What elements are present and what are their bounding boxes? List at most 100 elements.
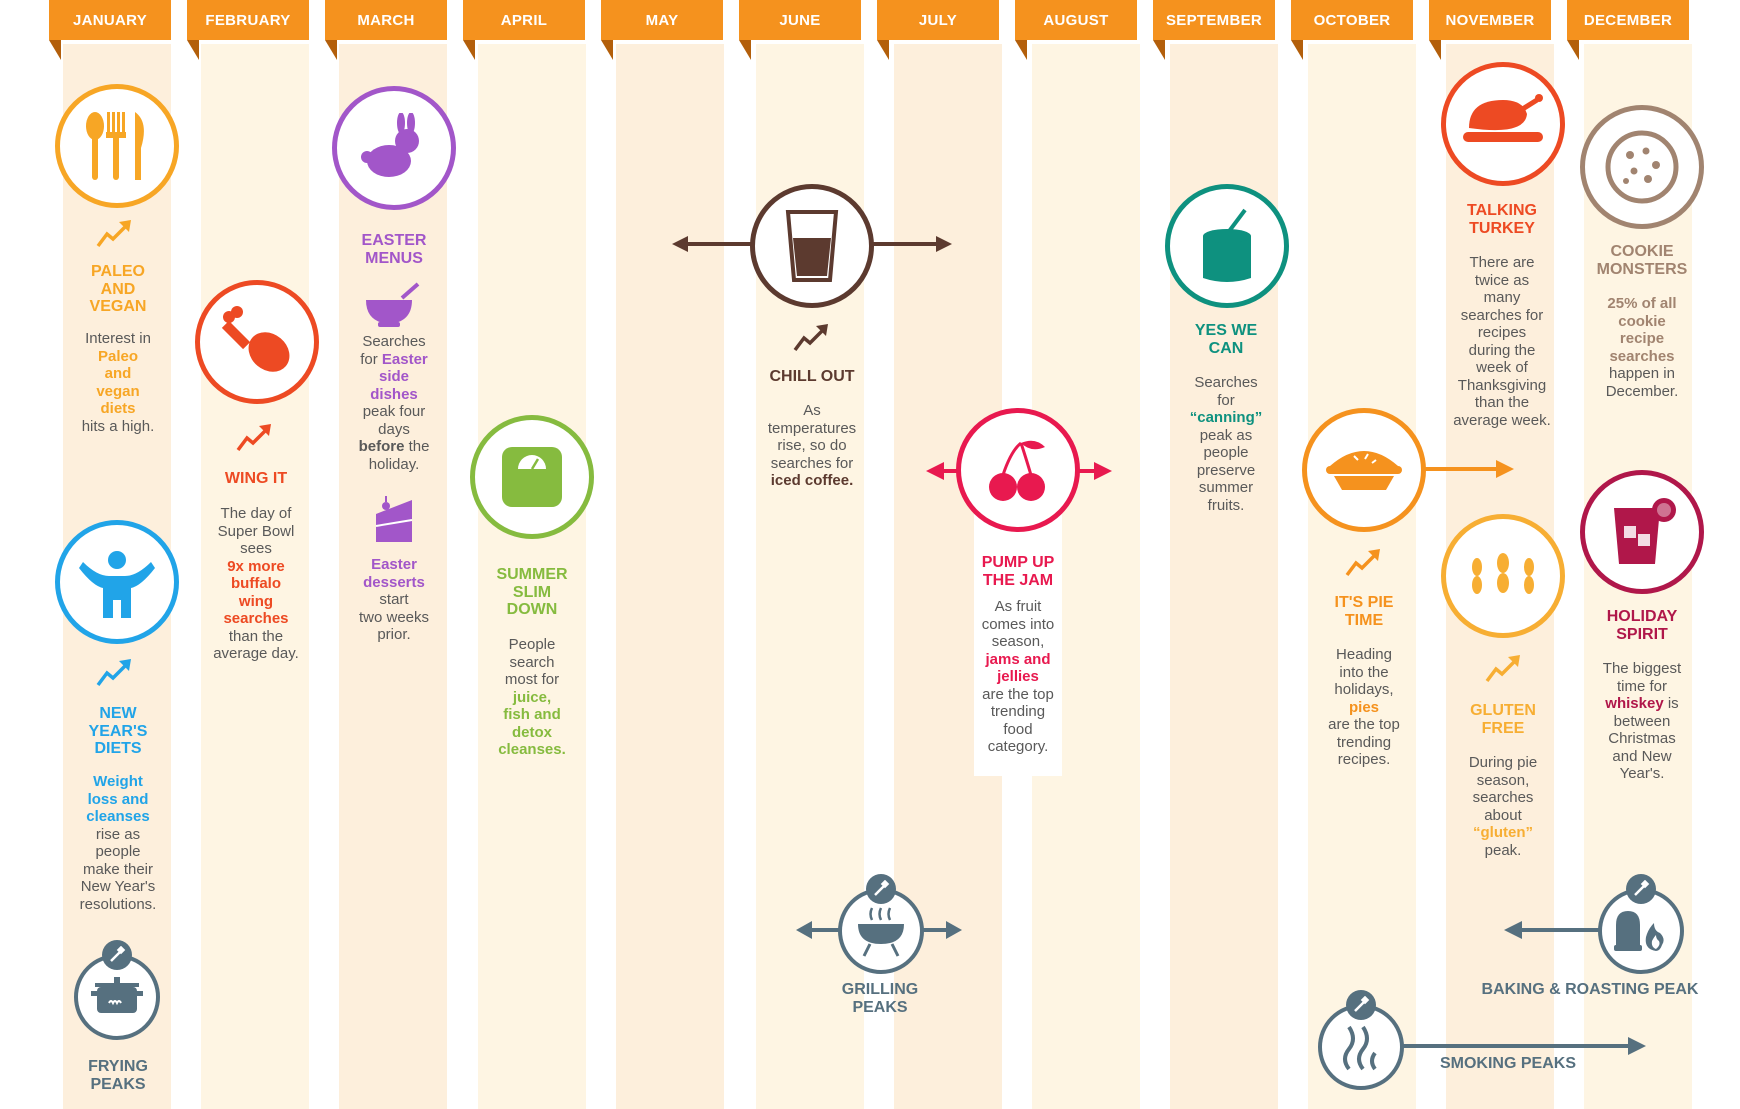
cookie-circle [1580, 105, 1704, 229]
new-year-title: NEW YEAR'S DIETS [88, 705, 148, 757]
holiday-text: The biggest time for whiskey is between Ch… [1602, 660, 1682, 782]
bowl-icon [366, 282, 420, 327]
coffee-circle [750, 184, 874, 308]
paleo-title: PALEO AND VEGAN [89, 263, 147, 315]
turkey-circle [1441, 62, 1565, 186]
month-column-april [478, 44, 586, 1109]
easter-desserts-text: Easter desserts start two weeks prior. [358, 556, 430, 643]
gluten-text: During pie season, searches about “gluten” … [1468, 754, 1538, 859]
month-tab-april: APRIL [463, 0, 585, 40]
chill-text: As temperatures rise, so do searches for ic… [767, 402, 857, 489]
wheat-icon [1472, 553, 1534, 594]
frying-label: FRYING PEAKS [88, 1058, 148, 1093]
month-tab-fold [325, 40, 337, 60]
trending-up-icon [236, 424, 271, 452]
trending-up-icon [1485, 655, 1520, 683]
month-tab-october: OCTOBER [1291, 0, 1413, 40]
month-tab-july: JULY [877, 0, 999, 40]
month-tab-fold [739, 40, 751, 60]
pie-range-arrow [1420, 460, 1514, 478]
month-tab-fold [1015, 40, 1027, 60]
month-tab-fold [49, 40, 61, 60]
month-column-february [201, 44, 309, 1109]
easter-title: EASTER MENUS [361, 232, 427, 267]
cherry-circle [956, 408, 1080, 532]
month-tab-fold [1153, 40, 1165, 60]
summer-title: SUMMER SLIM DOWN [496, 566, 568, 618]
whiskey-circle [1580, 470, 1704, 594]
month-tab-november: NOVEMBER [1429, 0, 1551, 40]
chicken-wing-icon [221, 306, 290, 372]
cookie-title: COOKIE MONSTERS [1596, 243, 1688, 278]
utensil-badge [1346, 990, 1376, 1020]
month-tab-may: MAY [601, 0, 723, 40]
spatula-icon [1634, 880, 1650, 896]
pie-text: Heading into the holidays, pies are the to… [1328, 646, 1400, 768]
cherry-icon [989, 440, 1045, 501]
month-tab-fold [601, 40, 613, 60]
month-tab-december: DECEMBER [1567, 0, 1689, 40]
can-icon [1203, 208, 1251, 282]
spatula-icon [874, 880, 890, 896]
month-tab-march: MARCH [325, 0, 447, 40]
frying-pot-icon [91, 977, 143, 1013]
month-tab-fold [1567, 40, 1579, 60]
utensil-badge [1626, 874, 1656, 904]
month-tab-fold [1429, 40, 1441, 60]
month-tab-january: JANUARY [49, 0, 171, 40]
trending-up-icon [1345, 549, 1380, 577]
canning-text: Searches for “canning” peak as people prese… [1189, 374, 1263, 514]
easter-text: Searches for Easter side dishes peak fou… [358, 333, 430, 473]
month-column-march [339, 44, 447, 1109]
pie-circle [1302, 408, 1426, 532]
smoking-label: SMOKING PEAKS [1439, 1055, 1576, 1072]
cookie-text: 25% of all cookie recipe searches happen… [1605, 295, 1679, 400]
can-circle [1165, 184, 1289, 308]
spatula-icon [1354, 996, 1370, 1012]
paleo-text: Interest in Paleo and vegan diets hits a… [81, 330, 155, 435]
turkey-text: There are twice as many searches for recipe… [1453, 254, 1551, 429]
wheat-circle [1441, 514, 1565, 638]
month-tab-fold [463, 40, 475, 60]
pie-icon [1326, 451, 1402, 490]
cheering-person-icon [79, 551, 155, 618]
jam-text: As fruit comes into season, jams and jelli… [981, 598, 1055, 755]
cookie-icon [1605, 130, 1679, 204]
cutlery-icon [86, 112, 144, 180]
cutlery-circle [55, 84, 179, 208]
chill-title: CHILL OUT [769, 368, 855, 385]
wing-text: The day of Super Bowl sees 9x more buffalo… [213, 505, 299, 662]
month-column-october [1308, 44, 1416, 1109]
roast-turkey-icon [1463, 94, 1543, 142]
smoke-icon [1343, 1025, 1377, 1071]
canning-title: YES WE CAN [1194, 322, 1258, 357]
month-tab-june: JUNE [739, 0, 861, 40]
month-tab-fold [187, 40, 199, 60]
scale-circle [470, 415, 594, 539]
holiday-title: HOLIDAY SPIRIT [1606, 608, 1678, 643]
bunny-circle [332, 86, 456, 210]
jam-title: PUMP UP THE JAM [981, 554, 1055, 589]
month-tab-fold [1291, 40, 1303, 60]
iced-coffee-glass-icon [785, 210, 839, 282]
whiskey-glass-icon [1614, 498, 1676, 564]
utensil-badge [102, 940, 132, 970]
bunny-icon [361, 113, 419, 177]
month-tab-fold [877, 40, 889, 60]
wing-title: WING IT [224, 470, 288, 487]
month-tab-august: AUGUST [1015, 0, 1137, 40]
month-tab-february: FEBRUARY [187, 0, 309, 40]
baking-range-arrow [1504, 921, 1610, 939]
person-circle [55, 520, 179, 644]
utensil-badge [866, 874, 896, 904]
smoking-range-arrow [1400, 1037, 1646, 1055]
oven-mitt-flame-icon [1614, 911, 1664, 951]
trending-up-icon [96, 659, 131, 687]
gluten-title: GLUTEN FREE [1470, 702, 1536, 737]
summer-text: People search most for juice, fish and det… [498, 636, 566, 758]
turkey-title: TALKING TURKEY [1467, 202, 1537, 237]
grill-icon [858, 907, 904, 957]
trending-up-icon [793, 324, 828, 352]
pie-title: IT'S PIE TIME [1334, 594, 1394, 629]
